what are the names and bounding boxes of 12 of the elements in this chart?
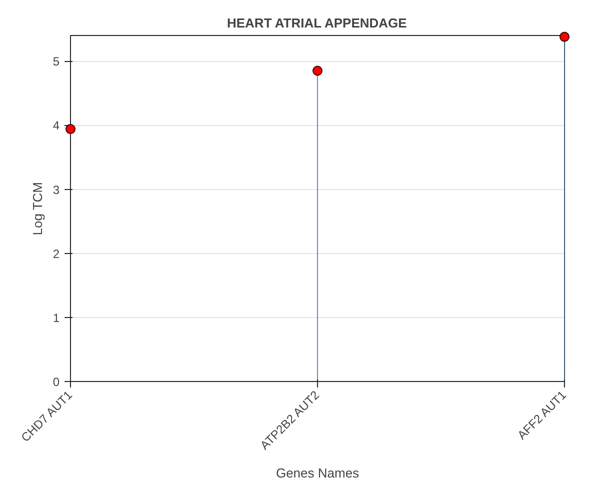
y-tick-label: 0 [52, 375, 60, 389]
y-axis-title: Log TCM [30, 182, 45, 236]
x-axis-title: Genes Names [276, 465, 360, 480]
y-tick-label: 5 [52, 54, 60, 69]
y-tick-label: 1 [52, 310, 60, 325]
point [560, 32, 570, 42]
y-tick-label: 4 [52, 118, 60, 133]
y-tick-label: 2 [52, 246, 60, 261]
point [312, 66, 322, 76]
y-tick-label: 3 [52, 182, 60, 197]
chart-title: HEART ATRIAL APPENDAGE [226, 16, 408, 30]
point [66, 124, 76, 134]
